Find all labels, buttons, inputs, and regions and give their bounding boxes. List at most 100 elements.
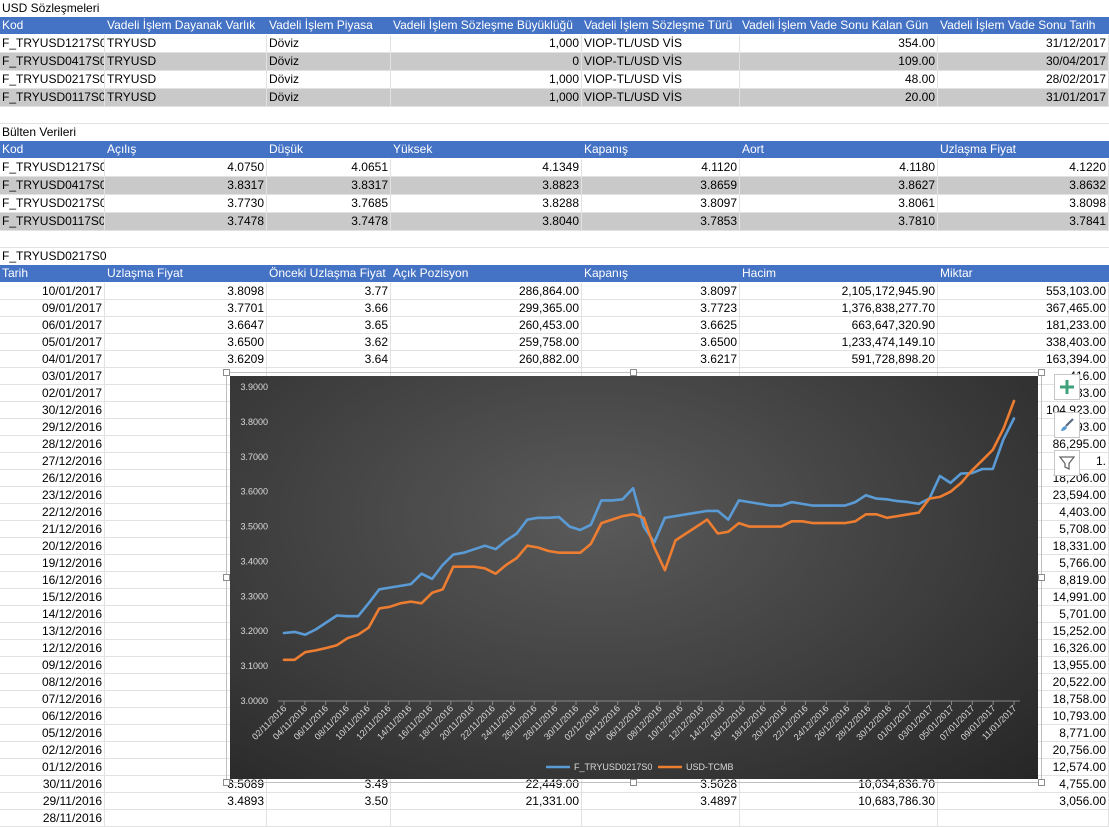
cell[interactable]: 3.8040 — [391, 213, 582, 230]
cell[interactable]: 3.7841 — [938, 213, 1109, 230]
cell[interactable]: Kod — [2, 142, 24, 156]
cell[interactable]: Yüksek — [393, 142, 433, 156]
cell[interactable]: 3.8097 — [582, 283, 740, 300]
cell[interactable]: Hacim — [742, 266, 777, 280]
cell[interactable]: 3.6625 — [582, 317, 740, 334]
cell[interactable]: 299,365.00 — [391, 300, 582, 317]
table-row[interactable]: 06/01/2017 3.6647 3.65 260,453.00 3.6625 663,… — [0, 317, 1109, 334]
table-row[interactable]: 14/12/2016 5,701.00 — [0, 606, 1109, 623]
table-row[interactable]: F_TRYUSD0417S0 3.8317 3.8317 3.8823 3.8659 3.… — [0, 177, 1109, 194]
resize-handle-left[interactable] — [223, 574, 230, 581]
cell[interactable]: 20/12/2016 — [0, 538, 105, 555]
cell[interactable]: 1,233,474,149.10 — [740, 334, 938, 351]
cell[interactable]: 28/11/2016 — [0, 810, 105, 827]
table-row[interactable]: F_TRYUSD1217S0 4.0750 4.0651 4.1349 4.1120 4.… — [0, 159, 1109, 176]
cell[interactable]: F_TRYUSD0217S0 — [2, 195, 105, 212]
cell[interactable]: 3.8659 — [582, 177, 740, 194]
cell[interactable]: 02/01/2017 — [0, 385, 105, 402]
cell[interactable]: 3.8823 — [391, 177, 582, 194]
cell[interactable]: Açılış — [107, 142, 137, 156]
cell[interactable]: 3.6217 — [582, 351, 740, 368]
cell[interactable]: 3.8317 — [267, 177, 391, 194]
cell[interactable]: Döviz — [267, 53, 391, 70]
cell[interactable]: 3.7478 — [267, 213, 391, 230]
cell[interactable]: VIOP-TL/USD VİS — [582, 35, 740, 52]
table-row[interactable]: 19/12/2016 5,766.00 — [0, 555, 1109, 572]
table-row[interactable]: 06/12/2016 10,793.00 — [0, 708, 1109, 725]
cell[interactable]: 09/01/2017 — [0, 300, 105, 317]
cell[interactable]: 08/12/2016 — [0, 674, 105, 691]
cell[interactable]: 3.8317 — [105, 177, 267, 194]
cell[interactable]: Miktar — [940, 266, 973, 280]
cell[interactable]: 163,394.00 — [938, 351, 1109, 368]
cell[interactable]: Vadeli İşlem Vade Sonu Tarih — [940, 18, 1096, 32]
cell[interactable]: 29/12/2016 — [0, 419, 105, 436]
cell[interactable]: Vadeli İşlem Sözleşme Türü — [584, 18, 733, 32]
cell[interactable]: 4.1220 — [938, 159, 1109, 176]
cell[interactable]: TRYUSD — [105, 89, 267, 106]
cell[interactable]: F_TRYUSD0417S0 — [2, 53, 105, 70]
cell[interactable] — [740, 810, 938, 827]
cell[interactable]: 3.8098 — [105, 283, 267, 300]
cell[interactable]: 06/01/2017 — [0, 317, 105, 334]
cell[interactable]: 16/12/2016 — [0, 572, 105, 589]
cell[interactable]: Tarih — [2, 266, 29, 280]
cell[interactable]: 286,864.00 — [391, 283, 582, 300]
cell[interactable]: 109.00 — [740, 53, 938, 70]
cell[interactable]: 19/12/2016 — [0, 555, 105, 572]
table-row[interactable]: F_TRYUSD0117S0 3.7478 3.7478 3.8040 3.7853 3.… — [0, 213, 1109, 230]
cell[interactable]: 30/11/2016 — [0, 776, 105, 793]
cell[interactable]: 21/12/2016 — [0, 521, 105, 538]
table-row[interactable]: F_TRYUSD0217S0 TRYUSD Döviz 1,000 VIOP-TL/US… — [0, 71, 1109, 88]
cell[interactable]: 4.1120 — [582, 159, 740, 176]
cell[interactable]: Önceki Uzlaşma Fiyat — [269, 266, 386, 280]
cell[interactable]: 3.62 — [267, 334, 391, 351]
header-row[interactable]: Kod Açılış Düşük Yüksek Kapanış Aort Uzlaşma F… — [0, 141, 1109, 158]
cell[interactable]: Döviz — [267, 89, 391, 106]
cell[interactable]: 181,233.00 — [938, 317, 1109, 334]
table-row[interactable]: 28/11/2016 — [0, 810, 1109, 827]
cell[interactable]: 04/01/2017 — [0, 351, 105, 368]
header-row[interactable]: Tarih Uzlaşma Fiyat Önceki Uzlaşma Fiyat Aç… — [0, 265, 1109, 282]
cell[interactable]: 10,683,786.30 — [740, 793, 938, 810]
table-row[interactable]: F_TRYUSD1217S0 TRYUSD Döviz 1,000 VIOP-TL/US… — [0, 35, 1109, 52]
cell[interactable]: Kod — [2, 18, 24, 32]
cell[interactable]: Düşük — [269, 142, 304, 156]
header-row[interactable]: Kod Vadeli İşlem Dayanak Varlık Vadeli İşl… — [0, 17, 1109, 34]
cell[interactable]: VIOP-TL/USD VİS — [582, 71, 740, 88]
cell[interactable]: Kapanış — [584, 142, 629, 156]
cell[interactable]: F_TRYUSD0417S0 — [2, 177, 105, 194]
cell[interactable]: Kapanış — [584, 266, 629, 280]
cell[interactable]: TRYUSD — [105, 35, 267, 52]
resize-handle-top-right[interactable] — [1038, 369, 1045, 376]
table-row[interactable]: 08/12/2016 20,522.00 — [0, 674, 1109, 691]
cell[interactable]: Açık Pozisyon — [393, 266, 469, 280]
cell[interactable]: 3.8097 — [582, 195, 740, 212]
cell[interactable]: 26/12/2016 — [0, 470, 105, 487]
cell[interactable]: 3.50 — [267, 793, 391, 810]
cell[interactable]: 591,728,898.20 — [740, 351, 938, 368]
cell[interactable]: 31/01/2017 — [938, 89, 1109, 106]
cell[interactable]: 4.0651 — [267, 159, 391, 176]
cell[interactable]: 4.1180 — [740, 159, 938, 176]
cell[interactable]: 3.7723 — [582, 300, 740, 317]
cell[interactable]: 23/12/2016 — [0, 487, 105, 504]
cell[interactable]: 02/12/2016 — [0, 742, 105, 759]
line-chart[interactable]: 3.0000 3.1000 3.2000 3.3000 3.4000 3.5000 3.60… — [226, 372, 1042, 783]
table-row[interactable]: 01/12/2016 12,574.00 — [0, 759, 1109, 776]
cell[interactable]: 13/12/2016 — [0, 623, 105, 640]
cell[interactable]: 3.49 — [267, 776, 391, 793]
cell[interactable]: F_TRYUSD1217S0 — [2, 35, 105, 52]
cell[interactable]: 31/12/2017 — [938, 35, 1109, 52]
cell[interactable] — [391, 810, 582, 827]
cell[interactable]: Döviz — [267, 71, 391, 88]
cell[interactable]: 3.8288 — [391, 195, 582, 212]
cell[interactable]: 553,103.00 — [938, 283, 1109, 300]
cell[interactable]: 05/01/2017 — [0, 334, 105, 351]
cell[interactable]: 3.64 — [267, 351, 391, 368]
table-row[interactable]: 09/01/2017 3.7701 3.66 299,365.00 3.7723 1,37… — [0, 300, 1109, 317]
cell[interactable]: 260,453.00 — [391, 317, 582, 334]
cell[interactable]: 05/12/2016 — [0, 725, 105, 742]
table-row[interactable]: F_TRYUSD0117S0 TRYUSD Döviz 1,000 VIOP-TL/US… — [0, 89, 1109, 106]
cell[interactable]: 28/12/2016 — [0, 436, 105, 453]
